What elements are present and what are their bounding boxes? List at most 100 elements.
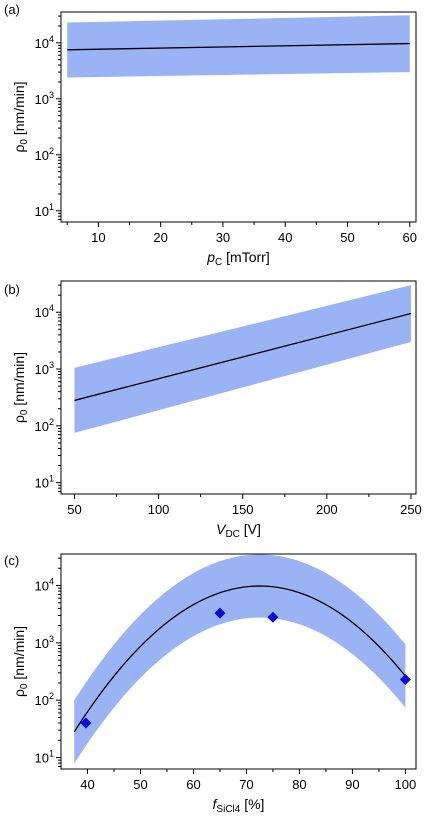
y-tick-label: 101 <box>35 202 54 219</box>
x-axis-label-unit: [V] <box>240 521 261 537</box>
y-tick-base: 10 <box>35 36 49 51</box>
y-axis-label-unit: [nm/min] <box>11 81 27 139</box>
x-axis-label-sub: DC <box>225 529 239 540</box>
x-tick-label: 250 <box>400 502 422 517</box>
confidence-band <box>74 285 411 433</box>
y-axis-label-sub: 0 <box>19 139 30 145</box>
x-axis-label-unit: [%] <box>240 796 264 812</box>
x-tick-label: 90 <box>345 777 359 792</box>
y-tick-base: 10 <box>35 636 49 651</box>
x-axis-label-var: p <box>206 249 215 265</box>
y-tick-base: 10 <box>35 751 49 766</box>
y-tick-base: 10 <box>35 693 49 708</box>
fit-line <box>67 42 410 51</box>
x-tick-label: 70 <box>239 777 253 792</box>
x-axis-label-unit: [mTorr] <box>222 249 269 265</box>
y-axis-label-sub: 0 <box>19 683 30 689</box>
x-axis-label: pC [mTorr] <box>206 249 269 268</box>
x-tick-label: 60 <box>186 777 200 792</box>
y-tick-exponent: 1 <box>49 749 54 759</box>
y-axis-label-unit: [nm/min] <box>11 352 27 410</box>
y-tick-label: 102 <box>35 691 54 708</box>
y-tick-exponent: 2 <box>49 417 54 427</box>
y-tick-exponent: 4 <box>49 34 54 44</box>
x-axis-label-var: V <box>216 521 227 537</box>
y-tick-exponent: 3 <box>49 90 54 100</box>
y-tick-label: 103 <box>35 634 54 651</box>
x-tick-label: 100 <box>395 777 417 792</box>
x-tick-label: 40 <box>80 777 94 792</box>
x-tick-label: 50 <box>340 230 354 245</box>
y-tick-exponent: 4 <box>49 577 54 587</box>
plot-area <box>73 554 406 764</box>
x-axis-label: VDC [V] <box>216 521 261 540</box>
data-point-3 <box>267 611 279 623</box>
y-tick-label: 101 <box>35 749 54 766</box>
data-point-1 <box>80 717 92 729</box>
x-tick-label: 200 <box>316 502 338 517</box>
x-tick-label: 10 <box>91 230 105 245</box>
y-axis-label-unit: [nm/min] <box>11 626 27 684</box>
x-tick-label: 150 <box>232 502 254 517</box>
y-tick-label: 103 <box>35 90 54 107</box>
y-tick-exponent: 1 <box>49 474 54 484</box>
y-tick-base: 10 <box>35 476 49 491</box>
plot-frame <box>60 553 417 770</box>
y-tick-label: 103 <box>35 360 54 377</box>
x-tick-label: 50 <box>67 502 81 517</box>
x-axis-label-var: f <box>213 796 219 812</box>
x-tick-label: 100 <box>148 502 170 517</box>
y-tick-base: 10 <box>35 148 49 163</box>
y-tick-label: 104 <box>35 577 54 594</box>
x-tick-label: 50 <box>133 777 147 792</box>
y-tick-label: 102 <box>35 417 54 434</box>
y-tick-exponent: 3 <box>49 634 54 644</box>
x-tick-label: 30 <box>216 230 230 245</box>
plot-frame <box>60 11 417 223</box>
x-tick-label: 80 <box>292 777 306 792</box>
x-axis-label-sub: SiCl4 <box>216 804 240 815</box>
plot-frame <box>60 280 417 495</box>
y-axis-label-main: ρ <box>11 689 27 697</box>
x-axis-label-sub: C <box>215 257 222 268</box>
y-tick-exponent: 2 <box>49 691 54 701</box>
y-tick-label: 101 <box>35 474 54 491</box>
y-axis-label: ρ0 [nm/min] <box>11 352 30 423</box>
y-tick-label: 104 <box>35 34 54 51</box>
y-tick-base: 10 <box>35 92 49 107</box>
y-tick-base: 10 <box>35 419 49 434</box>
plot-area <box>67 15 410 78</box>
fit-line <box>73 585 406 733</box>
y-tick-exponent: 4 <box>49 303 54 313</box>
x-axis-label: fSiCl4 [%] <box>213 796 265 815</box>
data-point-2 <box>214 607 226 619</box>
y-tick-base: 10 <box>35 362 49 377</box>
panel-label: (c) <box>4 553 19 568</box>
x-tick-label: 60 <box>403 230 417 245</box>
y-tick-base: 10 <box>35 579 49 594</box>
panel-label: (b) <box>4 282 20 297</box>
y-tick-base: 10 <box>35 305 49 320</box>
x-tick-label: 40 <box>278 230 292 245</box>
x-tick-label: 20 <box>153 230 167 245</box>
data-point-4 <box>399 673 411 685</box>
y-tick-base: 10 <box>35 204 49 219</box>
y-tick-exponent: 3 <box>49 360 54 370</box>
y-tick-label: 102 <box>35 146 54 163</box>
y-tick-exponent: 2 <box>49 146 54 156</box>
y-axis-label: ρ0 [nm/min] <box>11 81 30 152</box>
y-axis-label: ρ0 [nm/min] <box>11 626 30 697</box>
y-tick-label: 104 <box>35 303 54 320</box>
plot-area <box>74 285 412 433</box>
y-axis-label-sub: 0 <box>19 409 30 415</box>
y-tick-exponent: 1 <box>49 202 54 212</box>
confidence-band <box>74 554 406 764</box>
fit-line <box>74 312 412 402</box>
y-axis-label-main: ρ <box>11 145 27 153</box>
y-axis-label-main: ρ <box>11 415 27 423</box>
panel-label: (a) <box>4 2 20 17</box>
